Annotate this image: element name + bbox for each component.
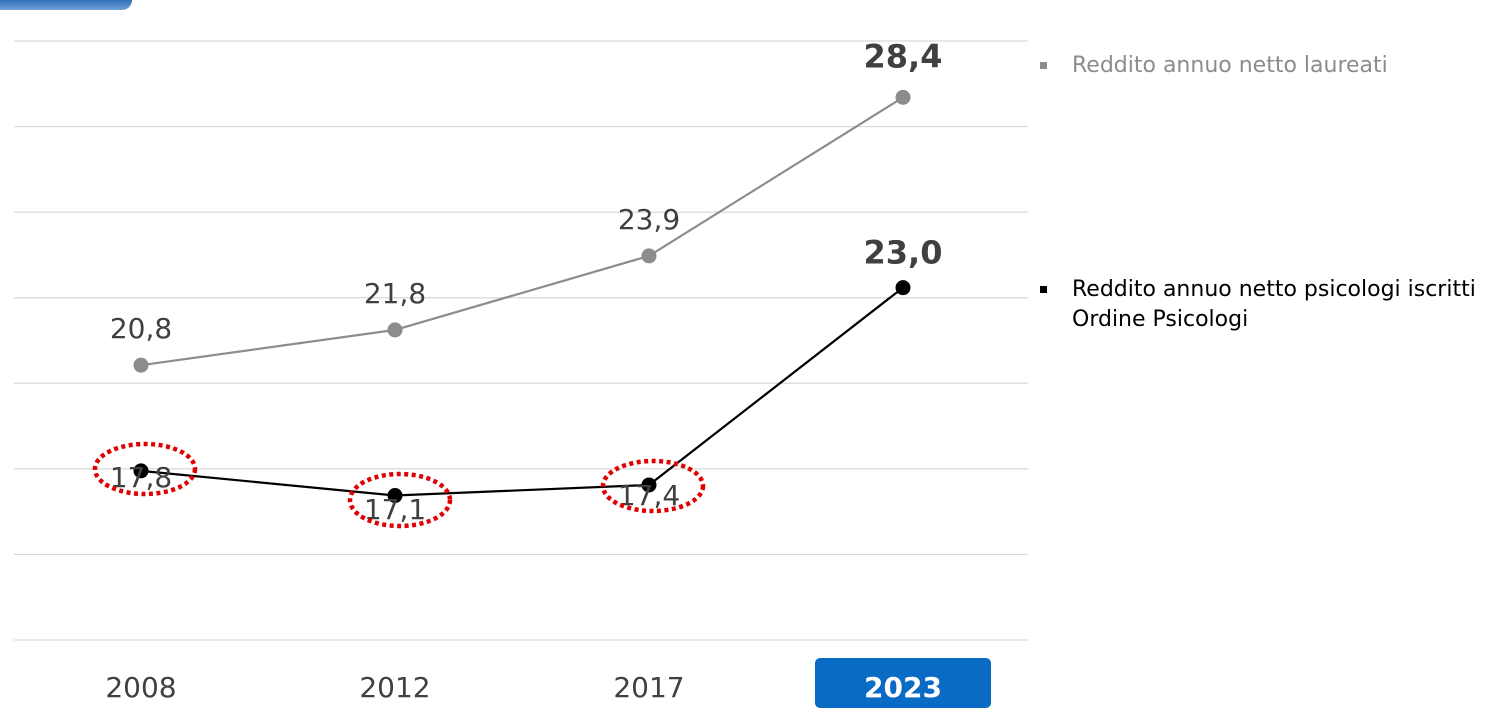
data-point xyxy=(641,248,657,264)
legend-bullet-icon xyxy=(1040,286,1047,293)
highlight-circle xyxy=(600,458,706,514)
data-point xyxy=(895,89,911,105)
x-tick-label: 2008 xyxy=(105,671,176,704)
legend-label: Reddito annuo netto laureati xyxy=(1072,53,1388,78)
data-label: 23,0 xyxy=(864,234,943,272)
data-label: 23,9 xyxy=(618,203,680,236)
highlight-category-tab xyxy=(815,658,991,708)
data-point xyxy=(895,280,911,296)
legend-label: Reddito annuo netto psicologi iscritti O… xyxy=(1072,277,1476,332)
data-point xyxy=(387,488,403,504)
highlight-circle xyxy=(347,471,453,529)
data-label: 17,1 xyxy=(364,493,426,526)
header-accent-tab xyxy=(0,0,132,10)
legend-item-psicologi: Reddito annuo netto psicologi iscritti O… xyxy=(1040,275,1480,335)
data-label: 20,8 xyxy=(110,312,172,345)
data-label: 17,8 xyxy=(110,461,172,494)
x-tick-label: 2023 xyxy=(864,671,942,704)
legend-bullet-icon xyxy=(1040,62,1047,69)
x-tick-label: 2017 xyxy=(613,671,684,704)
data-label: 28,4 xyxy=(864,37,943,75)
data-point xyxy=(133,357,149,373)
highlight-circle xyxy=(92,441,198,497)
legend-item-laureati: Reddito annuo netto laureati xyxy=(1040,51,1480,81)
series-line-0 xyxy=(140,96,904,367)
series-line-1 xyxy=(140,286,904,497)
data-point xyxy=(387,322,403,338)
x-tick-label: 2012 xyxy=(359,671,430,704)
data-point xyxy=(641,477,657,493)
data-label: 21,8 xyxy=(364,277,426,310)
data-point xyxy=(133,463,149,479)
